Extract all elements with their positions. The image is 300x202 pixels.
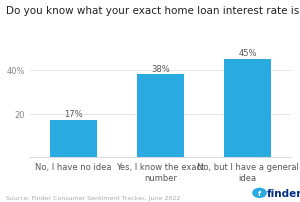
Bar bbox=[136, 75, 184, 158]
Text: Do you know what your exact home loan interest rate is?: Do you know what your exact home loan in… bbox=[6, 6, 300, 16]
Text: f: f bbox=[258, 190, 261, 196]
Text: 38%: 38% bbox=[151, 64, 170, 73]
Text: Source: Finder Consumer Sentiment Tracker, June 2022: Source: Finder Consumer Sentiment Tracke… bbox=[6, 195, 180, 200]
Bar bbox=[50, 121, 98, 158]
Text: finder: finder bbox=[267, 188, 300, 198]
Bar bbox=[224, 60, 272, 158]
Text: 45%: 45% bbox=[238, 49, 257, 58]
Text: 17%: 17% bbox=[64, 110, 83, 119]
